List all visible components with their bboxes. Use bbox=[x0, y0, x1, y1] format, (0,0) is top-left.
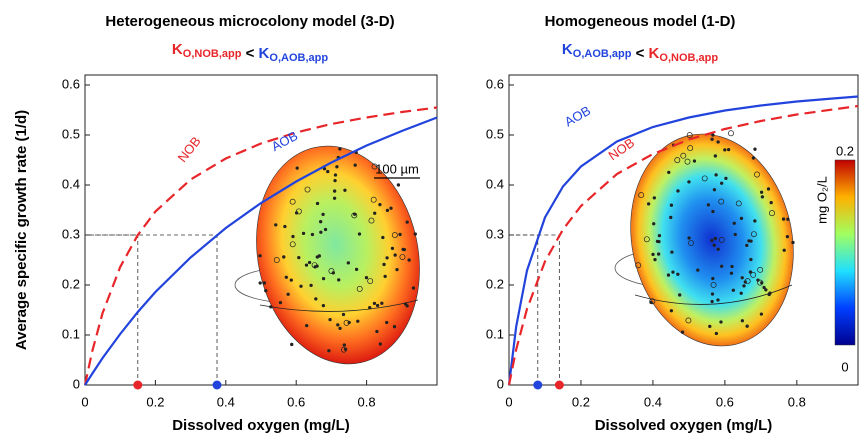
half-saturation-dot bbox=[133, 380, 143, 390]
scale-bar-label: 100 µm bbox=[375, 161, 419, 176]
series-line bbox=[507, 104, 859, 386]
subtitle-subscript: O,NOB,app bbox=[659, 52, 718, 64]
y-tick-label: 0 bbox=[73, 376, 80, 391]
series-label: NOB bbox=[606, 135, 638, 163]
y-tick-label: 0.3 bbox=[486, 226, 504, 241]
y-tick-label: 0.1 bbox=[62, 326, 80, 341]
colorbar-bottom-label: 0 bbox=[841, 359, 848, 374]
chart-title: Heterogeneous microcolony model (3-D) bbox=[105, 13, 394, 30]
y-tick-label: 0.6 bbox=[486, 76, 504, 91]
series-line bbox=[83, 106, 438, 386]
x-axis-label: Dissolved oxygen (mg/L) bbox=[595, 417, 773, 434]
x-tick-label: 0 bbox=[505, 394, 512, 409]
subtitle-subscript: O,AOB,app bbox=[269, 52, 328, 64]
subtitle-part: K bbox=[562, 41, 573, 58]
subtitle-part: K bbox=[649, 45, 660, 62]
subtitle-part: K bbox=[259, 45, 270, 62]
y-tick-label: 0.1 bbox=[486, 326, 504, 341]
x-tick-label: 0.4 bbox=[644, 394, 662, 409]
x-axis-label: Dissolved oxygen (mg/L) bbox=[172, 417, 350, 434]
x-tick-label: 0.8 bbox=[788, 394, 806, 409]
y-tick-label: 0.4 bbox=[62, 176, 80, 191]
series-label: NOB bbox=[175, 134, 204, 165]
y-tick-label: 0.3 bbox=[62, 226, 80, 241]
y-tick-label: 0 bbox=[497, 376, 504, 391]
chart-subtitle: KO,AOB,app < KO,NOB,app bbox=[562, 41, 718, 64]
series-label: AOB bbox=[562, 103, 593, 130]
plot-frame bbox=[84, 74, 438, 386]
plot-frame bbox=[508, 74, 859, 386]
colony-3d bbox=[234, 145, 420, 365]
colorbar bbox=[834, 159, 856, 346]
x-tick-label: 0.8 bbox=[358, 394, 376, 409]
chart-subtitle: KO,NOB,app < KO,AOB,app bbox=[172, 41, 328, 64]
subtitle-part: < bbox=[241, 45, 258, 62]
x-tick-label: 0.4 bbox=[217, 394, 235, 409]
guide-line bbox=[509, 234, 560, 385]
x-tick-label: 0 bbox=[81, 394, 88, 409]
subtitle-subscript: O,AOB,app bbox=[573, 48, 632, 60]
y-tick-label: 0.4 bbox=[486, 176, 504, 191]
subtitle-part: K bbox=[172, 41, 183, 58]
cells bbox=[258, 130, 795, 353]
y-tick-label: 0.6 bbox=[62, 76, 80, 91]
y-axis-label: Average specific growth rate (1/d) bbox=[13, 110, 30, 350]
half-saturation-dot bbox=[212, 380, 222, 390]
colorbar-top-label: 0.2 bbox=[836, 143, 854, 158]
chart-title: Homogeneous model (1-D) bbox=[545, 13, 736, 30]
x-tick-label: 0.2 bbox=[572, 394, 590, 409]
x-tick-label: 0.2 bbox=[146, 394, 164, 409]
y-tick-label: 0.5 bbox=[62, 126, 80, 141]
y-tick-label: 0.2 bbox=[486, 276, 504, 291]
subtitle-subscript: O,NOB,app bbox=[183, 48, 242, 60]
y-tick-label: 0.5 bbox=[486, 126, 504, 141]
subtitle-part: < bbox=[631, 45, 648, 62]
x-tick-label: 0.6 bbox=[716, 394, 734, 409]
x-tick-label: 0.6 bbox=[287, 394, 305, 409]
half-saturation-dot bbox=[533, 380, 543, 390]
half-saturation-dot bbox=[554, 380, 564, 390]
series-line bbox=[507, 95, 859, 386]
series-line bbox=[84, 116, 438, 386]
colorbar-label: mg O₂/L bbox=[814, 176, 829, 224]
guide-line bbox=[85, 234, 139, 385]
series-label: AOB bbox=[269, 128, 300, 154]
y-tick-label: 0.2 bbox=[62, 276, 80, 291]
